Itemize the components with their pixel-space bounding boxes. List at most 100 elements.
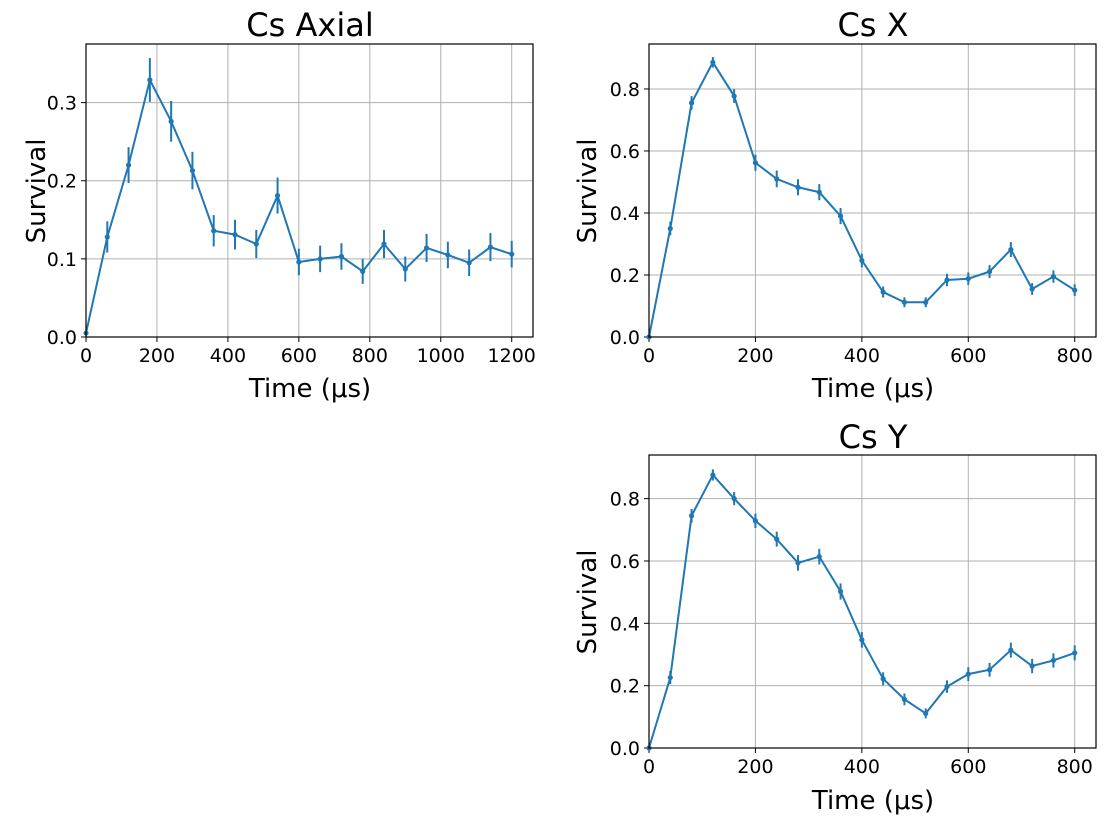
x-tick-label: 0: [80, 345, 92, 367]
grid: [648, 44, 1096, 338]
y-axis-label: Survival: [22, 139, 52, 244]
y-tick-label: 0.6: [610, 551, 640, 573]
y-tick-label: 0.2: [610, 265, 640, 287]
chart-title: Cs X: [837, 6, 908, 44]
data-point: [274, 192, 281, 199]
data-point: [402, 266, 408, 272]
plot-frame: [648, 43, 1097, 338]
data-point: [923, 299, 929, 305]
chart-title: Cs Axial: [246, 6, 373, 44]
x-tick-label: 200: [737, 756, 773, 778]
y-tick-label: 0.0: [610, 738, 640, 760]
grid: [648, 455, 1096, 749]
x-tick-label: 200: [737, 345, 773, 367]
data-point: [774, 176, 780, 182]
y-tick-label: 0.3: [47, 93, 77, 115]
data-point: [338, 253, 345, 260]
y-tick-label: 0.1: [47, 249, 77, 271]
data-point: [296, 259, 302, 265]
data-point: [880, 676, 886, 682]
x-tick-label: 800: [1057, 756, 1093, 778]
data-point: [509, 251, 515, 257]
data-point: [752, 160, 759, 166]
data-point: [466, 260, 472, 266]
series: [646, 57, 1078, 340]
data-point: [423, 245, 430, 251]
plot-frame: [648, 454, 1097, 749]
y-tick-label: 0.8: [610, 489, 640, 511]
data-point: [837, 588, 844, 595]
x-axis-label: Time (μs): [811, 786, 934, 816]
x-tick-label: 400: [210, 345, 246, 367]
data-point: [688, 513, 695, 519]
data-point: [986, 667, 993, 673]
data-point: [1072, 650, 1078, 656]
data-point: [880, 289, 886, 295]
data-point: [667, 674, 673, 681]
x-tick-label: 400: [844, 756, 880, 778]
data-point: [104, 234, 110, 240]
x-tick-label: 1000: [417, 345, 465, 367]
data-point: [1008, 647, 1014, 653]
chart-title: Cs Y: [839, 418, 908, 456]
data-point: [168, 118, 174, 124]
plot-frame: [85, 43, 534, 338]
data-point: [795, 560, 801, 566]
x-tick-label: 0: [643, 345, 655, 367]
x-tick-label: 600: [281, 345, 317, 367]
data-point: [688, 100, 695, 106]
data-point: [445, 252, 451, 258]
y-tick-label: 0.0: [610, 327, 640, 349]
y-tick-label: 0.4: [610, 203, 640, 225]
data-point: [859, 257, 865, 264]
data-point: [965, 671, 971, 677]
x-tick-label: 400: [844, 345, 880, 367]
data-point: [944, 277, 950, 283]
data-point: [1050, 657, 1057, 664]
y-axis-label: Survival: [573, 139, 603, 244]
data-point: [211, 228, 217, 234]
series: [646, 469, 1078, 751]
data-point: [667, 225, 673, 232]
data-point: [901, 299, 908, 305]
data-point: [795, 184, 801, 190]
y-tick-label: 0.2: [610, 676, 640, 698]
x-tick-label: 800: [352, 345, 388, 367]
data-point: [986, 268, 993, 275]
data-point: [837, 213, 844, 219]
x-tick-label: 0: [643, 756, 655, 778]
chart-cs-axial: Cs Axial Time (μs) Survival 0 200 400 600 80…: [22, 6, 536, 404]
x-axis-label: Time (μs): [248, 374, 371, 404]
data-point: [901, 696, 908, 702]
data-point: [965, 276, 971, 282]
data-point: [1029, 286, 1035, 292]
data-point: [147, 77, 153, 83]
x-tick-label: 1200: [488, 345, 536, 367]
data-point: [710, 59, 716, 65]
x-tick-label: 600: [950, 756, 986, 778]
data-point: [944, 683, 950, 690]
x-tick-label: 600: [950, 345, 986, 367]
data-point: [1029, 663, 1035, 669]
data-point: [731, 93, 737, 99]
data-point: [1072, 287, 1078, 293]
data-point: [816, 189, 822, 195]
data-point: [731, 496, 737, 502]
data-point: [125, 162, 132, 168]
y-tick-label: 0.8: [610, 79, 640, 101]
x-axis-label: Time (μs): [811, 374, 934, 404]
chart-cs-x: Cs X Time (μs) Survival 0 200 400 600 800 0.0…: [573, 6, 1097, 404]
data-point: [232, 232, 238, 238]
chart-cs-y: Cs Y Time (μs) Survival 0 200 400 600 800 0.0…: [573, 418, 1097, 816]
series: [83, 58, 515, 336]
data-point: [816, 554, 822, 560]
data-point: [923, 710, 929, 717]
data-point: [381, 241, 387, 247]
x-tick-label: 800: [1057, 345, 1093, 367]
data-point: [253, 241, 259, 247]
data-point: [859, 637, 865, 643]
data-point: [1050, 273, 1057, 280]
x-tick-label: 200: [139, 345, 175, 367]
data-point: [360, 268, 366, 274]
data-point: [317, 256, 323, 262]
